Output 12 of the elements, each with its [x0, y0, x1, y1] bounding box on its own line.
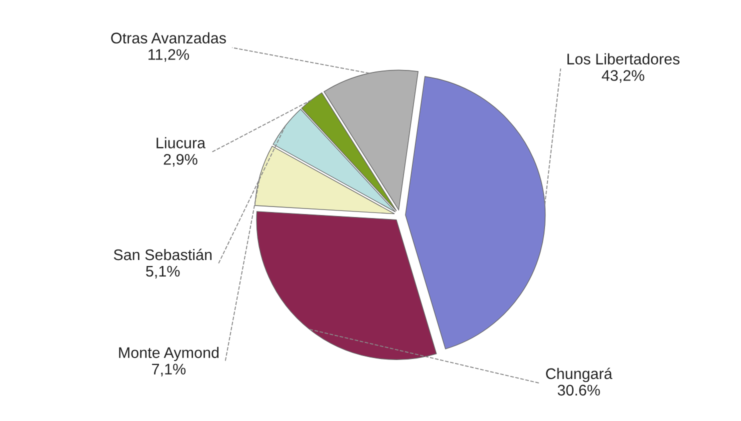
data-label: 30.6% — [558, 384, 600, 396]
data-label: 7,1% — [152, 364, 186, 376]
slice-label: Monte Aymond — [119, 346, 219, 362]
data-label: 5,1% — [146, 266, 180, 278]
slice-label: Chungará — [546, 368, 612, 382]
slice-label: Liucura — [156, 137, 206, 148]
data-label: 2,9% — [164, 154, 198, 167]
slice-label: San Sebastián — [114, 248, 212, 260]
data-label: 43,2% — [602, 70, 644, 83]
slice-label: Los Libertadores — [567, 53, 680, 64]
slice-label: Otras Avanzadas — [111, 32, 226, 44]
data-label: 11,2% — [148, 49, 190, 62]
